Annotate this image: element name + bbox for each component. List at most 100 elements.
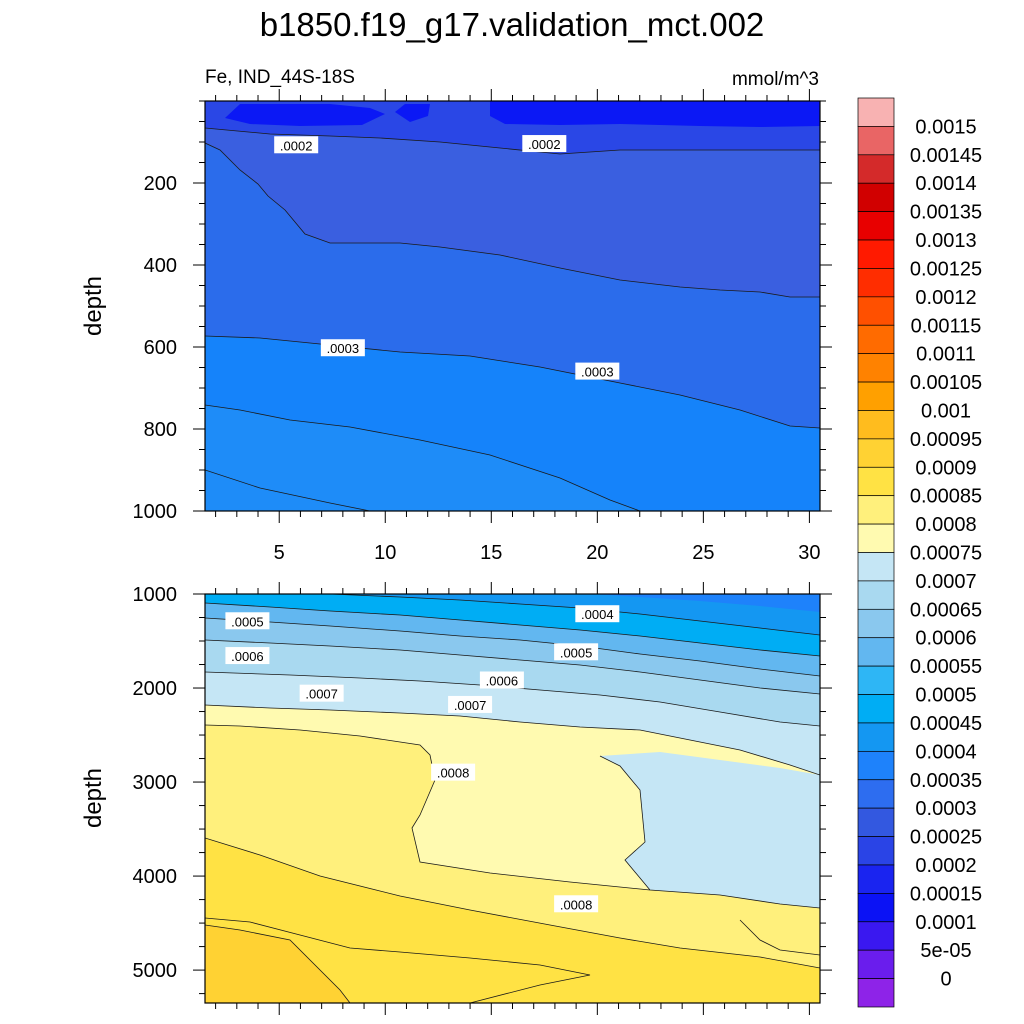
lower-ytick-label: 5000 xyxy=(133,960,178,982)
colorbar-label: 0.0003 xyxy=(915,798,976,820)
lower-contour-label: .0008 xyxy=(554,895,599,913)
upper-contour-label-box xyxy=(575,362,620,380)
lower-axis-labels: 1000 2000 3000 4000 5000 xyxy=(133,584,178,982)
colorbar-swatch xyxy=(857,97,895,127)
colorbar-swatch xyxy=(857,978,895,1008)
colorbar-label: 0.0014 xyxy=(915,173,976,195)
upper-xtick-label: 20 xyxy=(586,542,608,564)
lower-ytick-label: 4000 xyxy=(133,866,178,888)
lower-contour-label-box xyxy=(554,643,599,661)
lower-ytick-label: 1000 xyxy=(133,584,178,606)
fill-band-0.0007-pocket xyxy=(600,752,820,908)
upper-ytick-label: 800 xyxy=(144,419,177,441)
colorbar-swatch xyxy=(857,893,895,923)
colorbar-swatch xyxy=(857,608,895,639)
upper-contour-labels: .0002 .0002 .0003 .0003 xyxy=(274,135,620,380)
colorbar-swatch xyxy=(857,495,895,525)
lower-contour-label-box xyxy=(479,671,524,689)
lower-ytick-label: 3000 xyxy=(133,772,178,794)
units-label: mmol/m^3 xyxy=(731,69,819,90)
lower-contour-label-box xyxy=(225,647,270,665)
colorbar-swatch xyxy=(857,268,895,298)
colorbar-label: 0.00145 xyxy=(910,145,982,167)
lower-contour-label-text: .0004 xyxy=(581,607,614,622)
lower-contour-label-box xyxy=(299,684,344,702)
lower-contour-label-text: .0007 xyxy=(305,687,338,702)
lower-contour-label: .0007 xyxy=(448,695,493,713)
fill-band-0.0004 xyxy=(330,594,820,612)
colorbar-swatch xyxy=(857,949,895,979)
colorbar: 0.0015 0.00145 0.0014 0.00135 0.0013 0.00125 0… xyxy=(857,97,982,1008)
colorbar-swatch xyxy=(857,921,895,951)
colorbar-label: 0.00125 xyxy=(910,258,982,280)
colorbar-label: 0.0005 xyxy=(915,685,976,707)
lower-tick-marks xyxy=(193,582,832,1015)
upper-contour-label-text: .0003 xyxy=(581,365,614,380)
colorbar-label: 0.00105 xyxy=(910,372,982,394)
upper-axis-labels: 5 10 15 20 25 30 200 400 600 800 1000 xyxy=(133,173,821,564)
lower-contour-label: .0008 xyxy=(431,763,476,781)
lower-contour-label-text: .0005 xyxy=(560,645,593,660)
upper-contour-label-text: .0002 xyxy=(528,137,561,152)
lower-contour-label-text: .0007 xyxy=(454,698,487,713)
lower-contour-labels: .0004 .0005 .0005 .0006 .0006 .0007 .0007 .0008… xyxy=(225,605,620,913)
lower-contour-label-box xyxy=(448,695,493,713)
colorbar-swatch xyxy=(857,665,895,695)
upper-contour-label-box xyxy=(522,135,567,153)
colorbar-swatch xyxy=(857,126,895,156)
variable-region-label: Fe, IND_44S-18S xyxy=(205,67,355,88)
colorbar-label: 0.0012 xyxy=(915,287,976,309)
colorbar-swatch xyxy=(857,324,895,355)
lower-contour-label-text: .0008 xyxy=(560,897,593,912)
colorbar-label: 5e-05 xyxy=(920,940,971,962)
colorbar-swatch xyxy=(857,410,895,440)
colorbar-label: 0.00095 xyxy=(910,429,982,451)
colorbar-swatch xyxy=(857,211,895,241)
colorbar-swatch xyxy=(857,182,895,212)
colorbar-swatch xyxy=(857,239,895,269)
upper-ytick-label: 600 xyxy=(144,337,177,359)
colorbar-label: 0.0013 xyxy=(915,230,976,252)
colorbar-swatch xyxy=(857,523,895,553)
colorbar-label: 0.00055 xyxy=(910,656,982,678)
upper-contour-lines xyxy=(205,127,820,511)
colorbar-label: 0 xyxy=(940,969,951,991)
upper-ytick-label: 200 xyxy=(144,173,177,195)
upper-ytick-label: 1000 xyxy=(133,501,178,523)
colorbar-label: 0.0002 xyxy=(915,855,976,877)
colorbar-label: 0.0006 xyxy=(915,628,976,650)
fill-band-0.00045 xyxy=(205,594,820,635)
colorbar-swatch xyxy=(857,864,895,894)
colorbar-swatch xyxy=(857,296,895,326)
colorbar-label: 0.0007 xyxy=(915,571,976,593)
colorbar-label: 0.001 xyxy=(921,400,971,422)
colorbar-label: 0.00065 xyxy=(910,599,982,621)
colorbar-label: 0.00135 xyxy=(910,202,982,224)
upper-contour-label-text: .0003 xyxy=(327,341,360,356)
fill-band-0.00035-deep xyxy=(205,405,640,511)
colorbar-swatch xyxy=(857,552,895,582)
colorbar-swatch xyxy=(857,381,895,411)
upper-contour-label: .0002 xyxy=(522,135,567,153)
lower-contour-label-box xyxy=(554,895,599,913)
upper-xtick-label: 25 xyxy=(692,542,714,564)
upper-xtick-label: 30 xyxy=(798,542,820,564)
colorbar-swatch xyxy=(857,466,895,497)
colorbar-swatch xyxy=(857,637,895,667)
colorbar-label: 0.0008 xyxy=(915,514,976,536)
upper-ytick-label: 400 xyxy=(144,255,177,277)
upper-xtick-label: 5 xyxy=(274,542,285,564)
colorbar-label: 0.00075 xyxy=(910,543,982,565)
fill-band-0.0009-core xyxy=(205,925,350,1003)
colorbar-swatch xyxy=(857,694,895,724)
lower-contour-label: .0004 xyxy=(575,605,620,623)
lower-contour-label-text: .0005 xyxy=(231,614,264,629)
colorbar-label: 0.0015 xyxy=(915,116,976,138)
upper-contour-label: .0002 xyxy=(274,136,319,154)
fill-band-0.00015-b xyxy=(395,104,430,122)
colorbar-swatch xyxy=(857,722,895,752)
lower-ytick-label: 2000 xyxy=(133,678,178,700)
lower-contour-fill xyxy=(205,594,820,1003)
colorbar-swatch xyxy=(857,438,895,468)
